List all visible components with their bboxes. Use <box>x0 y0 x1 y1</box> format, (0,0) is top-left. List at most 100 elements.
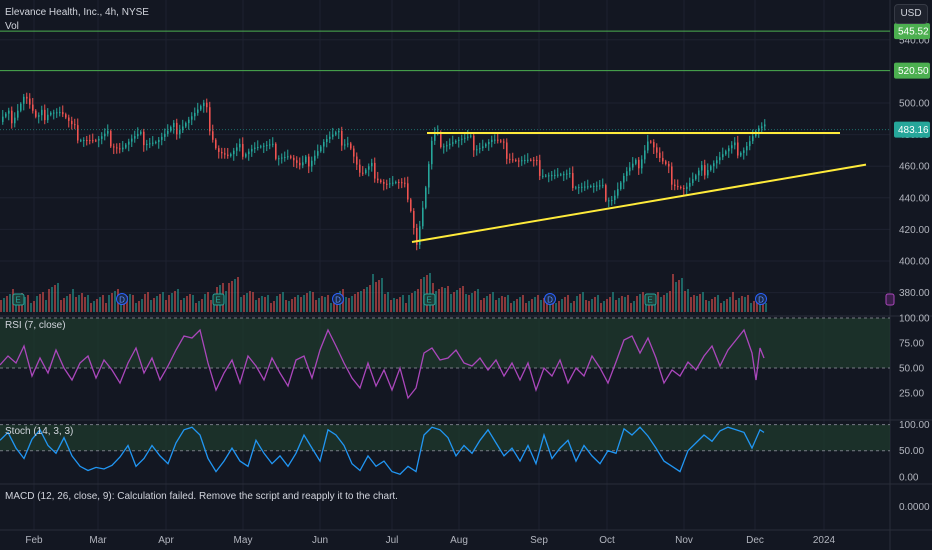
candle-body <box>323 141 325 147</box>
candle-body <box>440 131 442 147</box>
candle-body <box>614 195 616 201</box>
volume-bar <box>501 296 503 312</box>
candle-body <box>716 160 718 164</box>
time-tick-label: Nov <box>675 535 693 546</box>
volume-bar <box>126 296 128 312</box>
candle-body <box>650 141 652 143</box>
volume-bar <box>351 296 353 312</box>
volume-bar <box>201 299 203 312</box>
candle-body <box>257 146 259 148</box>
candle-body <box>65 114 67 118</box>
candle-body <box>302 162 304 166</box>
volume-bar <box>384 294 386 312</box>
volume-bar <box>330 303 332 312</box>
volume-bar <box>159 294 161 312</box>
candle-body <box>668 163 670 167</box>
candle-body <box>338 130 340 133</box>
volume-bar <box>639 294 641 312</box>
candle-body <box>41 109 43 116</box>
volume-bar <box>231 281 233 312</box>
price-candles[interactable] <box>2 92 766 251</box>
candle-body <box>32 104 34 111</box>
candle-body <box>449 143 451 146</box>
candle-body <box>596 185 598 187</box>
candle-body <box>62 112 64 115</box>
volume-bar <box>627 295 629 312</box>
candle-body <box>47 114 49 121</box>
rsi-pane[interactable] <box>0 317 890 400</box>
volume-bar <box>288 301 290 312</box>
candle-body <box>134 136 136 139</box>
candle-body <box>224 153 226 155</box>
candle-body <box>524 160 526 162</box>
volume-bar <box>306 293 308 312</box>
candle-body <box>107 131 109 134</box>
volume-bar <box>612 292 614 312</box>
volume-bar <box>594 297 596 312</box>
candle-body <box>83 140 85 142</box>
volume-bar <box>525 303 527 312</box>
candle-body <box>626 171 628 176</box>
volume-bar <box>618 298 620 312</box>
earnings-marker-label: E <box>15 296 20 305</box>
volume-bar <box>597 295 599 312</box>
volume-bar <box>564 297 566 312</box>
candle-body <box>521 160 523 162</box>
candle-body <box>632 163 634 168</box>
time-tick-label: Jun <box>312 535 328 546</box>
volume-bar <box>165 300 167 312</box>
candle-body <box>239 143 241 148</box>
volume-bar <box>504 297 506 312</box>
volume-bar <box>81 293 83 312</box>
candle-body <box>644 150 646 160</box>
volume-bar <box>558 301 560 312</box>
candle-body <box>587 186 589 188</box>
volume-bar <box>645 300 647 312</box>
candle-body <box>674 184 676 187</box>
volume-bar <box>399 297 401 312</box>
dividend-marker-label: D <box>547 296 553 305</box>
trendlines[interactable] <box>411 132 867 244</box>
volume-bar <box>591 299 593 312</box>
time-axis[interactable]: Feb Mar Apr May Jun Jul Aug Sep Oct Nov Dec 2024 <box>25 535 835 546</box>
level-price-tag <box>894 23 930 40</box>
volume-bar <box>63 298 65 312</box>
candle-body <box>671 166 673 185</box>
volume-bar <box>750 303 752 312</box>
horizontal-levels[interactable] <box>0 30 890 131</box>
rsi-tick-label: 50.00 <box>899 364 924 375</box>
time-tick-label: 2024 <box>813 535 836 546</box>
candle-body <box>593 185 595 187</box>
candle-body <box>152 142 154 144</box>
volume-bar <box>483 298 485 312</box>
volume-bar <box>456 290 458 312</box>
candle-body <box>653 142 655 148</box>
stoch-pane[interactable] <box>0 424 890 475</box>
volume-bar <box>6 296 8 312</box>
dividend-marker-icon <box>116 293 128 305</box>
volume-bar <box>429 273 431 312</box>
volume-bar <box>105 303 107 312</box>
candle-body <box>380 180 382 183</box>
candle-body <box>26 96 28 99</box>
candle-body <box>17 110 19 118</box>
earnings-marker-icon <box>423 293 436 306</box>
volume-bar <box>273 301 275 312</box>
time-tick-label: Oct <box>599 535 615 546</box>
volume-bar <box>492 292 494 312</box>
currency-button[interactable]: USD <box>894 4 928 24</box>
price-axis[interactable]: 540.00500.00480.00460.00440.00420.00400.… <box>894 23 930 513</box>
candle-body <box>557 174 559 176</box>
time-tick-label: Sep <box>530 535 548 546</box>
volume-bar <box>390 300 392 312</box>
candle-body <box>386 183 388 185</box>
candle-body <box>236 147 238 151</box>
candle-body <box>164 133 166 137</box>
candle-body <box>263 145 265 147</box>
candle-body <box>182 126 184 131</box>
volume-bar <box>411 293 413 312</box>
volume-bar <box>99 297 101 312</box>
stoch-line <box>0 426 765 475</box>
